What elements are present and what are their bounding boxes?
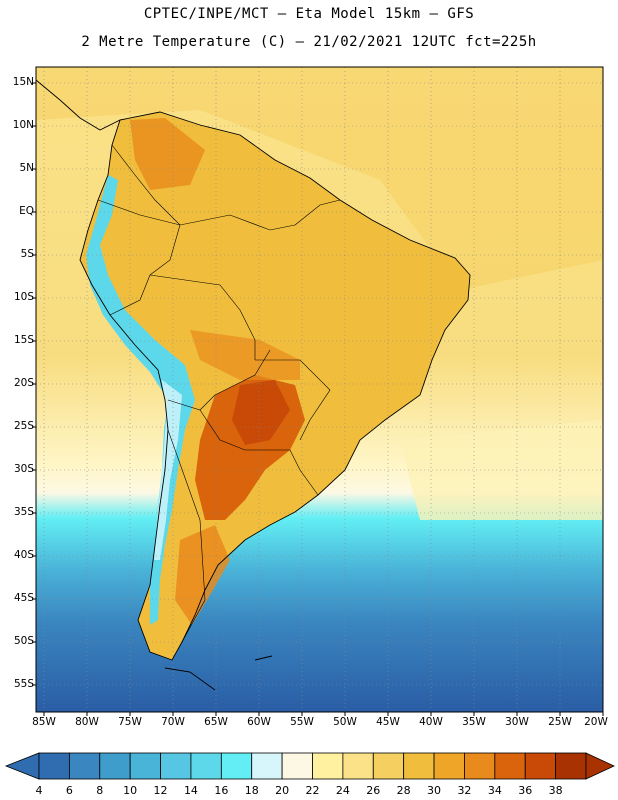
lon-label: 60W [247, 716, 271, 728]
colorbar-swatch [160, 752, 192, 780]
lon-label: 35W [462, 716, 486, 728]
colorbar-label: 6 [65, 784, 73, 797]
colorbar-label: 28 [396, 784, 411, 797]
map-frame [35, 66, 604, 713]
colorbar-swatch [403, 752, 435, 780]
lon-label: 85W [32, 716, 56, 728]
lat-label: 10N [12, 119, 34, 131]
colorbar-label: 36 [518, 784, 533, 797]
colorbar-swatch [190, 752, 222, 780]
lon-label: 65W [204, 716, 228, 728]
colorbar-label: 32 [457, 784, 472, 797]
lon-label: 70W [161, 716, 185, 728]
lat-label: 5N [19, 162, 34, 174]
subtropical-ocean [400, 420, 603, 520]
lat-label: 10S [13, 291, 34, 303]
colorbar-swatch [312, 752, 344, 780]
map-title-line2: 2 Metre Temperature (C) – 21/02/2021 12U… [81, 34, 537, 50]
colorbar-label: 12 [153, 784, 168, 797]
colorbar-swatch [129, 752, 161, 780]
colorbar-label: 24 [335, 784, 350, 797]
colorbar-label: 38 [548, 784, 563, 797]
colorbar-label: 18 [244, 784, 259, 797]
colorbar-label: 4 [35, 784, 43, 797]
colorbar-swatch [342, 752, 374, 780]
coastlines [35, 79, 471, 691]
lat-label: 15N [12, 76, 34, 88]
colorbar-label: 30 [427, 784, 442, 797]
colorbar-label: 26 [366, 784, 381, 797]
colorbar-swatch [99, 752, 131, 780]
lon-label: 75W [118, 716, 142, 728]
colorbar-label: 20 [275, 784, 290, 797]
colorbar-swatch [372, 752, 405, 780]
colorbar-swatch [251, 752, 283, 780]
lon-label: 50W [333, 716, 357, 728]
lat-label: 50S [13, 635, 34, 647]
lat-label: 25S [13, 420, 34, 432]
lon-label: 80W [75, 716, 99, 728]
colorbar-label: 22 [305, 784, 320, 797]
colorbar-label: 10 [123, 784, 138, 797]
colorbar-label: 8 [96, 784, 104, 797]
colorbar-swatch [555, 752, 587, 780]
colorbar-arrow-low [4, 752, 40, 780]
lon-label: 55W [290, 716, 314, 728]
country-borders [97, 144, 341, 643]
map-field [36, 67, 603, 712]
lat-label: 45S [13, 592, 34, 604]
lat-label: 55S [13, 678, 34, 690]
tropical-ocean-warm [36, 67, 603, 290]
lon-label: 40W [419, 716, 443, 728]
axis-ticks [32, 82, 604, 716]
warm-venezuela [130, 118, 205, 190]
colorbar-swatch [281, 752, 313, 780]
graticule [36, 67, 603, 712]
lon-label: 25W [548, 716, 572, 728]
hot-core-center [232, 380, 290, 445]
colorbar-swatch [38, 752, 70, 780]
lat-label: 15S [13, 334, 34, 346]
lat-label: 20S [13, 377, 34, 389]
lat-label: 5S [20, 248, 34, 260]
lat-label: EQ [19, 205, 34, 217]
andes-cold-band [86, 175, 195, 625]
colorbar-swatch [220, 752, 253, 780]
colorbar-swatch [524, 752, 557, 780]
lat-label: 40S [13, 549, 34, 561]
warm-brazil-central [190, 330, 300, 380]
colorbar-swatch [464, 752, 496, 780]
colorbar-arrow-high [585, 752, 615, 780]
colorbar-label: 34 [487, 784, 502, 797]
lon-label: 20W [584, 716, 608, 728]
colorbar-label: 16 [214, 784, 229, 797]
lat-label: 30S [13, 463, 34, 475]
lon-label: 30W [505, 716, 529, 728]
map-title-line1: CPTEC/INPE/MCT – Eta Model 15km – GFS [143, 6, 475, 22]
lat-label: 35S [13, 506, 34, 518]
colorbar [4, 752, 615, 780]
colorbar-label: 14 [183, 784, 198, 797]
colorbar-swatch [68, 752, 101, 780]
colorbar-swatch [433, 752, 465, 780]
colorbar-swatch [494, 752, 526, 780]
lon-label: 45W [376, 716, 400, 728]
warm-patagonia [175, 525, 230, 625]
